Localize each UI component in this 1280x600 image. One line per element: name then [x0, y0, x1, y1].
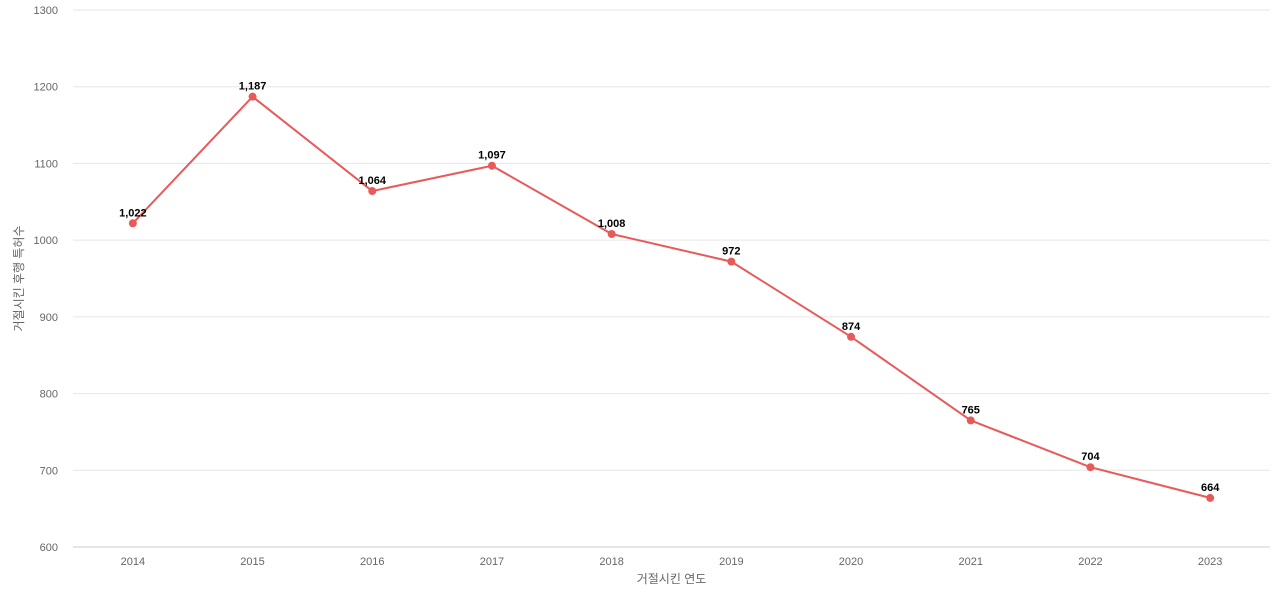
data-label: 1,097: [478, 150, 506, 162]
y-tick-label: 1000: [34, 235, 58, 247]
y-tick-label: 1300: [34, 5, 58, 17]
y-tick-label: 800: [40, 389, 58, 401]
y-tick-label: 900: [40, 312, 58, 324]
data-point[interactable]: [727, 257, 736, 266]
data-point[interactable]: [607, 230, 616, 239]
x-tick-label: 2023: [1198, 556, 1222, 568]
data-point[interactable]: [1086, 463, 1095, 472]
data-labels: 1,022 1,187 1,064 1,097 1,008 972 874 765 704 664: [119, 81, 1220, 494]
data-point[interactable]: [487, 161, 496, 170]
data-point[interactable]: [1206, 493, 1215, 502]
data-point[interactable]: [368, 187, 377, 196]
data-point[interactable]: [128, 219, 137, 228]
data-label: 1,064: [358, 175, 386, 187]
x-tick-label: 2020: [839, 556, 863, 568]
data-label: 1,022: [119, 207, 147, 219]
x-tick-label: 2017: [480, 556, 504, 568]
x-tick-label: 2016: [360, 556, 384, 568]
x-tick-label: 2015: [240, 556, 264, 568]
series-group: [128, 92, 1215, 502]
y-tick-label: 1100: [34, 158, 58, 170]
x-tick-label: 2022: [1078, 556, 1102, 568]
y-tick-label: 700: [40, 465, 58, 477]
x-tick-label: 2021: [959, 556, 983, 568]
y-axis-title: 거절시킨 후행 특허수: [11, 225, 26, 331]
x-tick-label: 2014: [121, 556, 145, 568]
data-label: 704: [1081, 451, 1100, 463]
data-label: 765: [962, 404, 980, 416]
y-tick-label: 1200: [34, 82, 58, 94]
x-axis-ticks: 2014 2015 2016 2017 2018 2019 2020 2021 2022 2023: [121, 556, 1223, 568]
data-label: 874: [842, 321, 861, 333]
data-label: 1,008: [598, 218, 626, 230]
data-point[interactable]: [966, 416, 975, 425]
x-axis-title: 거절시킨 연도: [637, 572, 707, 586]
y-axis-ticks: 600 700 800 900 1000 1100 1200 1300: [34, 5, 58, 554]
x-tick-label: 2019: [719, 556, 743, 568]
data-label: 1,187: [239, 81, 267, 93]
data-point[interactable]: [847, 332, 856, 341]
series-line: [132, 95, 1211, 499]
y-tick-label: 600: [40, 542, 58, 554]
data-label: 664: [1201, 482, 1220, 494]
x-tick-label: 2018: [599, 556, 623, 568]
data-point[interactable]: [248, 92, 257, 101]
grid-lines: [73, 9, 1270, 471]
data-label: 972: [722, 246, 740, 258]
